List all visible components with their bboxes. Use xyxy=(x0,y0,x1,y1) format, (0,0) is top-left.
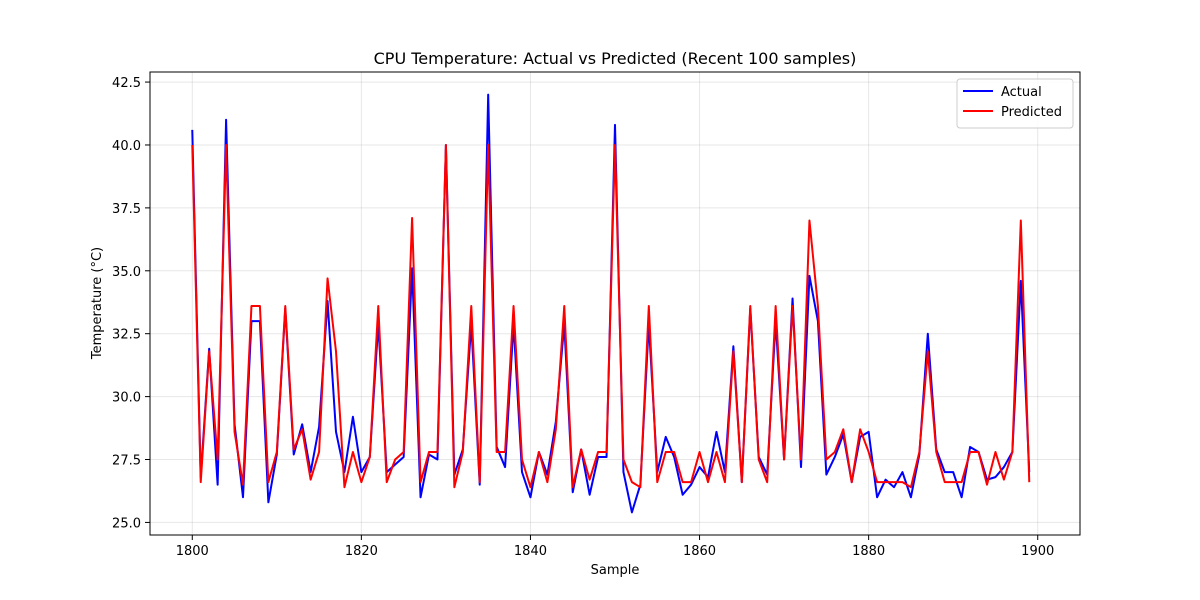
x-axis: 1800 1820 1840 1860 1880 1900 xyxy=(176,535,1054,559)
x-tick-label: 1860 xyxy=(683,544,716,559)
x-tick-label: 1820 xyxy=(345,544,378,559)
y-axis: 25.0 27.5 30.0 32.5 35.0 37.5 40.0 42.5 xyxy=(112,76,150,531)
x-tick-label: 1880 xyxy=(852,544,885,559)
y-tick-label: 30.0 xyxy=(112,391,141,406)
y-tick-label: 25.0 xyxy=(112,516,141,531)
legend-label-predicted: Predicted xyxy=(1001,105,1062,120)
y-tick-label: 40.0 xyxy=(112,139,141,154)
x-axis-label: Sample xyxy=(591,563,640,578)
x-tick-label: 1840 xyxy=(514,544,547,559)
y-tick-label: 42.5 xyxy=(112,76,141,91)
y-tick-label: 27.5 xyxy=(112,454,141,469)
y-tick-label: 37.5 xyxy=(112,202,141,217)
grid xyxy=(150,72,1080,535)
legend-label-actual: Actual xyxy=(1001,85,1042,100)
chart-title: CPU Temperature: Actual vs Predicted (Re… xyxy=(374,49,857,68)
legend: Actual Predicted xyxy=(956,78,1074,129)
series-lines xyxy=(191,93,1031,514)
x-tick-label: 1800 xyxy=(176,544,209,559)
y-axis-label: Temperature (°C) xyxy=(90,247,105,360)
plot-frame xyxy=(149,71,1081,536)
y-tick-label: 32.5 xyxy=(112,328,141,343)
y-tick-label: 35.0 xyxy=(112,265,141,280)
x-tick-label: 1900 xyxy=(1021,544,1054,559)
series-line-predicted xyxy=(191,143,1031,489)
